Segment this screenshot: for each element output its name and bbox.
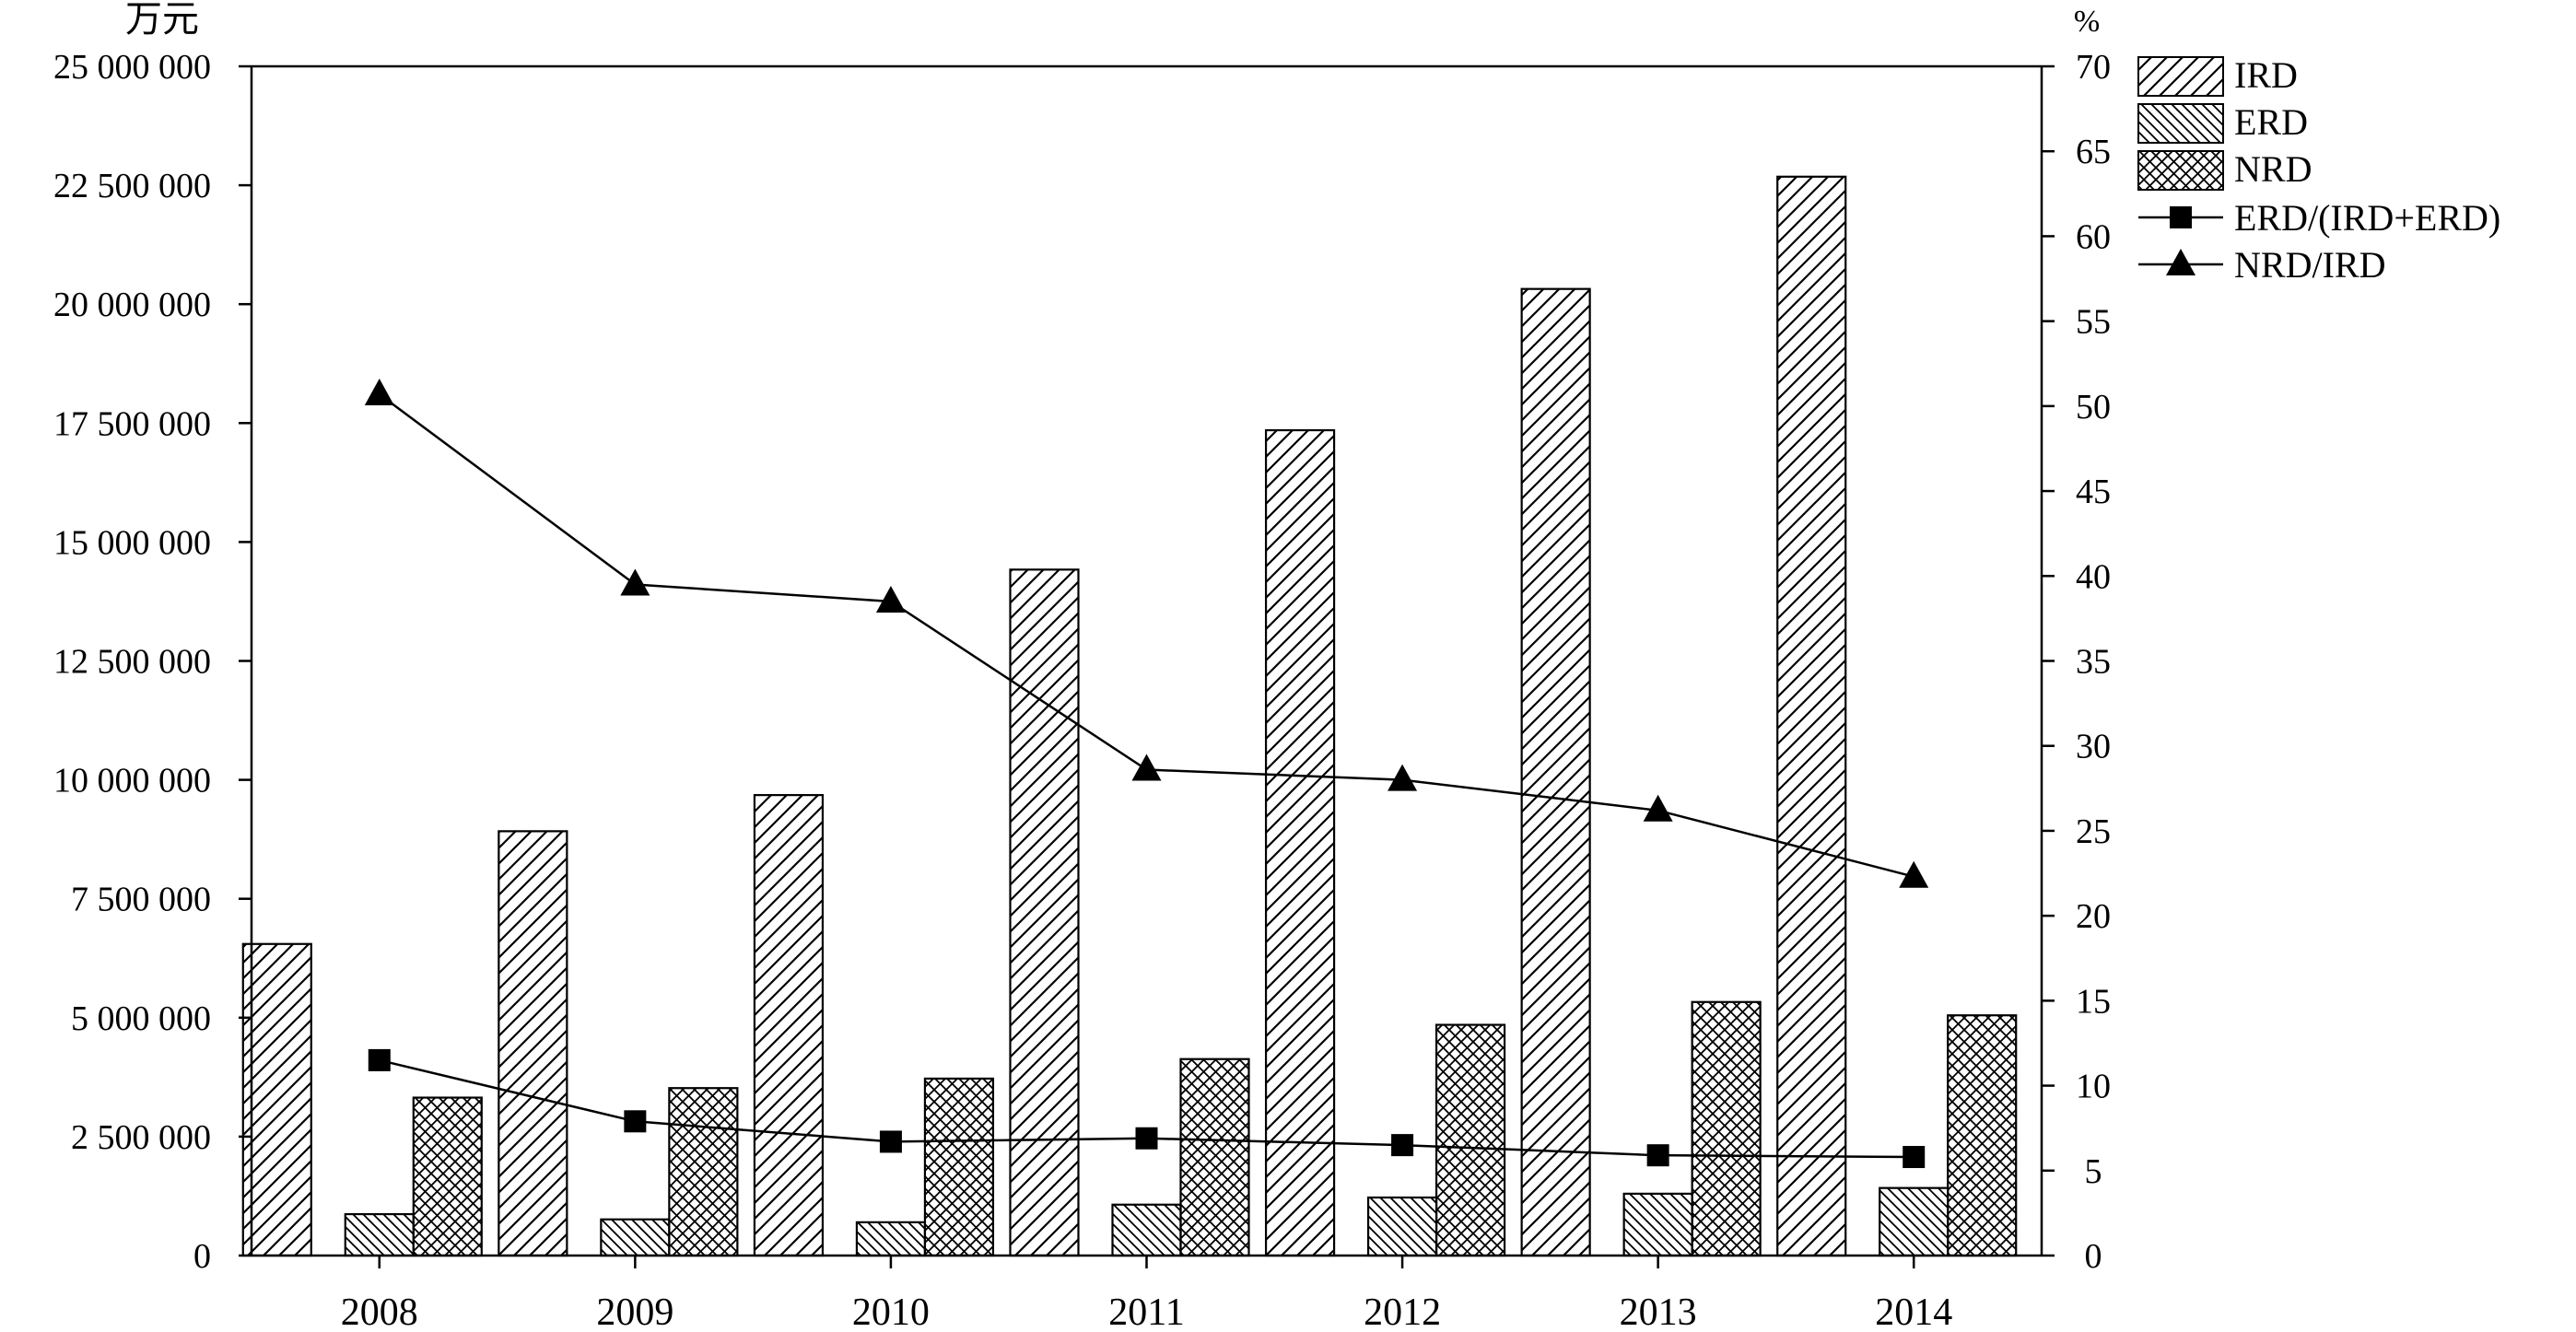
bar-nrd-2010 (923, 1077, 995, 1257)
left-tick-label: 17 500 000 (53, 404, 211, 443)
bar-erd-2014 (1879, 1186, 1950, 1257)
bar-ird-2011 (1009, 568, 1080, 1257)
legend-label-ird: IRD (2234, 54, 2298, 96)
right-tick-label: 45 (2076, 473, 2111, 511)
right-tick-label: 35 (2076, 643, 2111, 682)
x-tick-label: 2010 (852, 1291, 930, 1327)
right-tick-label: 50 (2076, 388, 2111, 426)
bar-nrd-2008 (412, 1096, 483, 1257)
point-triangle-2012 (1388, 764, 1418, 791)
x-tick-label: 2008 (341, 1291, 418, 1327)
bar-nrd-2013 (1691, 1000, 1762, 1257)
right-tick-label: 0 (2085, 1237, 2102, 1276)
right-tick-label: 60 (2076, 217, 2111, 256)
point-square-2014 (1903, 1146, 1926, 1169)
right-axis-unit: % (2074, 5, 2100, 39)
left-tick-label: 15 000 000 (53, 523, 211, 562)
bar-erd-2011 (1111, 1203, 1182, 1257)
legend-marker-triangle (2166, 249, 2195, 275)
point-square-2011 (1135, 1127, 1158, 1150)
right-tick-label: 10 (2076, 1068, 2111, 1106)
bar-erd-2013 (1622, 1192, 1693, 1257)
right-tick-label: 65 (2076, 133, 2111, 171)
bar-erd-2008 (344, 1212, 415, 1257)
x-tick-label: 2014 (1875, 1291, 1952, 1327)
bar-ird-2014 (1776, 175, 1847, 1257)
right-tick-label: 55 (2076, 303, 2111, 342)
bar-erd-2009 (600, 1218, 671, 1257)
right-tick-label: 15 (2076, 982, 2111, 1021)
right-tick-label: 5 (2085, 1152, 2102, 1191)
left-tick-label: 2 500 000 (71, 1118, 211, 1157)
x-tick-label: 2011 (1108, 1291, 1184, 1327)
point-square-2010 (879, 1130, 902, 1153)
legend-label-nrd: NRD (2234, 148, 2312, 190)
bar-nrd-2012 (1434, 1023, 1506, 1257)
point-triangle-2013 (1643, 794, 1673, 822)
point-square-2012 (1391, 1134, 1414, 1157)
bar-nrd-2011 (1179, 1057, 1250, 1257)
left-tick-label: 5 000 000 (71, 999, 211, 1038)
left-tick-label: 25 000 000 (53, 48, 211, 87)
point-triangle-2014 (1899, 860, 1929, 888)
legend-swatch-ird (2137, 56, 2224, 97)
bar-nrd-2009 (668, 1087, 739, 1257)
left-tick-label: 10 000 000 (53, 762, 211, 800)
bar-erd-2012 (1366, 1196, 1438, 1257)
line-NRD/IRD (379, 392, 1914, 878)
right-tick-label: 40 (2076, 557, 2111, 596)
legend-swatch-nrd (2137, 150, 2224, 191)
point-triangle-2010 (875, 585, 906, 613)
right-tick-label: 25 (2076, 812, 2111, 851)
point-square-2008 (368, 1048, 391, 1071)
bar-nrd-2014 (1947, 1014, 2018, 1257)
left-axis-unit: 万元 (125, 0, 199, 40)
x-tick-label: 2012 (1364, 1291, 1441, 1327)
left-tick-label: 0 (193, 1237, 211, 1276)
bar-ird-2009 (498, 830, 568, 1257)
point-square-2009 (624, 1110, 647, 1133)
right-tick-label: 70 (2076, 48, 2111, 87)
right-tick-label: 20 (2076, 897, 2111, 936)
bar-ird-2008 (241, 942, 312, 1257)
legend-label-triangle: NRD/IRD (2234, 244, 2385, 286)
left-tick-label: 20 000 000 (53, 286, 211, 324)
legend-label-square: ERD/(IRD+ERD) (2234, 197, 2500, 239)
bar-erd-2010 (855, 1221, 927, 1257)
legend-marker-square (2170, 206, 2192, 228)
legend-swatch-erd (2137, 103, 2224, 144)
point-triangle-2009 (620, 568, 650, 596)
right-tick-label: 30 (2076, 728, 2111, 766)
point-triangle-2008 (364, 378, 394, 405)
left-tick-label: 22 500 000 (53, 167, 211, 205)
point-triangle-2011 (1131, 754, 1162, 781)
x-tick-label: 2009 (596, 1291, 673, 1327)
bar-ird-2010 (753, 794, 825, 1257)
bar-ird-2012 (1264, 428, 1336, 1257)
x-tick-label: 2013 (1620, 1291, 1697, 1327)
legend-label-erd: ERD (2234, 101, 2308, 143)
left-tick-label: 7 500 000 (71, 881, 211, 919)
point-square-2013 (1646, 1144, 1669, 1167)
left-tick-label: 12 500 000 (53, 643, 211, 682)
bar-ird-2013 (1520, 287, 1591, 1257)
